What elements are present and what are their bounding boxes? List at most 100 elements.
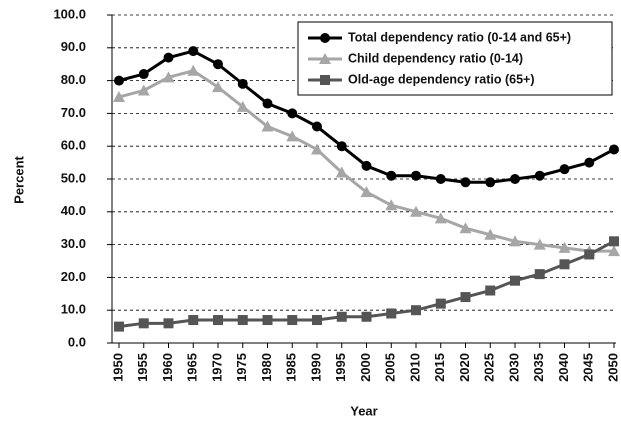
marker [287,315,298,326]
x-tick-label: 1960 [160,353,175,382]
marker [212,81,224,93]
marker [114,75,124,86]
marker [312,121,322,132]
marker [534,170,545,181]
marker [262,315,273,326]
x-tick-label: 2030 [506,353,521,382]
marker [460,292,471,303]
marker [435,174,446,184]
marker [559,259,570,270]
marker [484,228,497,240]
x-tick-label: 1980 [259,353,274,382]
marker [213,59,223,70]
x-tick-label: 2025 [482,353,497,382]
marker [510,275,520,286]
marker [609,144,619,155]
marker [163,52,174,63]
y-tick-label: 60.0 [61,138,86,153]
legend-box [297,21,613,96]
marker [510,174,520,184]
x-tick-label: 1955 [135,353,150,382]
x-tick-label: 2010 [407,353,422,382]
marker [609,236,619,247]
marker [361,160,372,171]
x-tick-label: 1990 [308,353,323,382]
marker [320,33,330,43]
legend-label: Child dependency ratio (0-14) [348,51,523,65]
marker [534,269,545,280]
marker [360,186,373,198]
marker [311,143,323,155]
marker [162,71,175,83]
y-tick-label: 70.0 [61,105,86,120]
marker [320,75,330,85]
x-axis-label: Year [350,403,377,418]
marker [138,318,149,329]
marker [559,164,570,175]
y-tick-label: 40.0 [61,203,86,218]
marker [262,98,273,109]
marker [435,298,446,309]
marker [410,205,422,217]
marker [336,311,347,322]
marker [411,305,421,316]
x-tick-label: 1965 [185,353,200,382]
x-tick-label: 1950 [110,353,125,382]
x-tick-label: 2005 [383,353,398,382]
marker [113,91,125,102]
marker [237,315,248,326]
marker [188,46,199,57]
legend-label: Old-age dependency ratio (65+) [348,72,535,86]
x-tick-label: 2040 [556,353,571,382]
y-tick-label: 10.0 [61,302,86,317]
x-tick-label: 2045 [581,353,596,382]
x-tick-label: 1970 [209,353,224,382]
marker [287,108,298,119]
marker [114,321,124,332]
marker [213,315,223,326]
marker [319,53,331,64]
x-tick-label: 2000 [358,353,373,382]
x-tick-label: 2020 [457,353,472,382]
marker [386,170,397,181]
marker [584,249,595,260]
x-tick-label: 1985 [284,353,299,382]
marker [558,241,571,253]
y-tick-label: 20.0 [61,269,86,284]
marker [163,318,174,329]
marker [286,130,299,142]
y-tick-label: 0.0 [68,334,86,349]
y-axis-label: Percent [11,155,26,203]
marker [411,170,421,181]
x-tick-label: 2035 [531,353,546,382]
marker [584,157,595,168]
x-tick-label: 2015 [432,353,447,382]
marker [361,311,372,322]
y-tick-label: 30.0 [61,236,86,251]
marker [335,166,348,178]
marker [312,315,322,326]
marker [236,100,249,112]
marker [336,141,347,152]
y-tick-label: 50.0 [61,170,86,185]
marker [459,222,472,234]
y-tick-label: 100.0 [53,6,86,21]
legend-label: Total dependency ratio (0-14 and 65+) [348,30,571,44]
marker [138,69,149,80]
marker [137,84,150,96]
marker [386,308,397,319]
marker [187,64,200,76]
marker [485,285,496,296]
x-tick-label: 1975 [234,353,249,382]
y-tick-label: 80.0 [61,72,86,87]
marker [434,212,447,224]
y-tick-label: 90.0 [61,39,86,54]
marker [533,238,546,250]
marker [188,315,199,326]
marker [608,245,620,257]
x-tick-label: 2050 [605,353,620,382]
marker [509,235,521,247]
marker [485,177,496,188]
marker [460,177,471,188]
